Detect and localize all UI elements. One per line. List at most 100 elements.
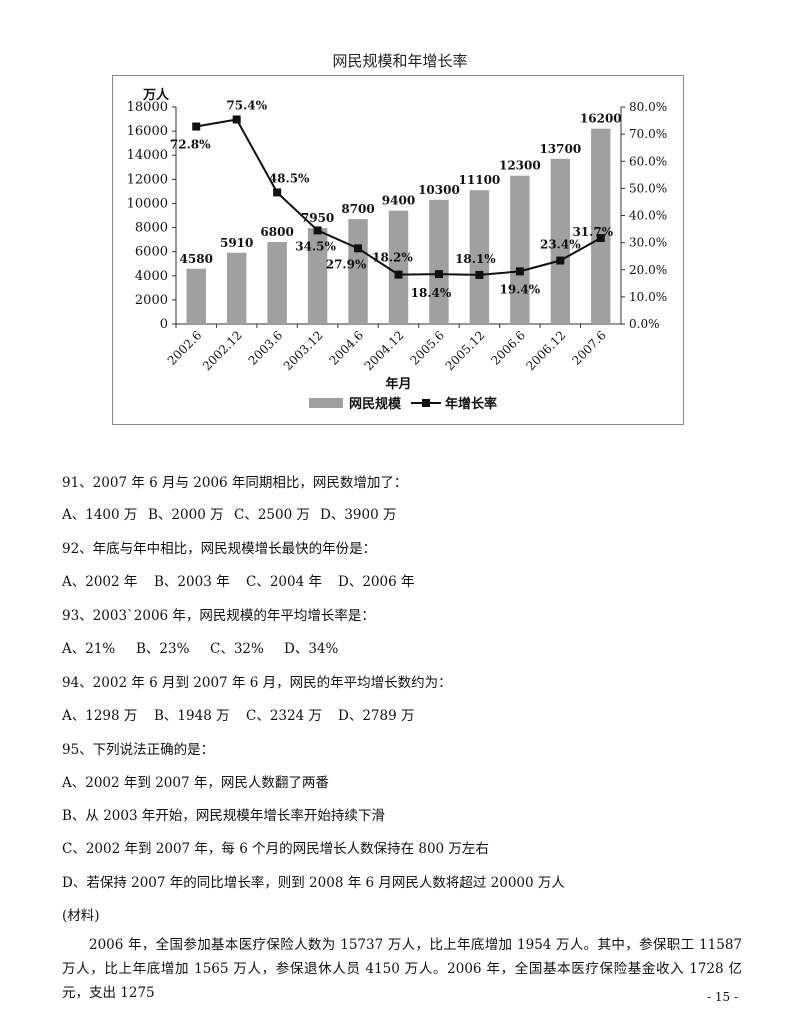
chart-frame: 0 2000 4000 6000 8000 10000 12000 14000 16000 180… [112,75,684,425]
x-tick-label: 2002.6 [165,328,205,368]
bar [591,128,611,324]
legend-label-bar: 网民规模 [349,396,402,412]
growth-rate-point [273,188,282,197]
growth-rate-point [394,270,403,279]
line-label: 75.4% [226,98,267,112]
legend-swatch-marker [422,399,430,407]
line-label: 72.8% [170,138,211,152]
option[interactable]: D、34% [284,641,339,657]
line-label: 19.4% [500,282,541,296]
option[interactable]: B、2000 万 [148,507,224,523]
growth-rate-point [434,270,443,279]
bar-label: 10300 [418,183,460,197]
question-92-options: A、2002 年 B、2003 年 C、2004 年 D、2006 年 [62,570,414,590]
y2-tick-label: 80.0% [629,100,667,114]
x-tick-label: 2007.6 [569,328,609,368]
y-tick-label: 6000 [135,245,168,260]
bar-label: 8700 [341,202,374,216]
y-tick-label: 8000 [135,221,168,236]
x-tick-label: 2003.6 [246,328,286,368]
x-tick-label: 2004.12 [362,328,407,373]
bar [469,190,490,324]
line-label: 18.2% [372,251,413,265]
question-93: 93、2003`2006 年，网民规模的年平均增长率是： [62,608,375,624]
bar [429,199,449,324]
y-tick-label: 10000 [127,196,168,211]
bar [510,175,530,324]
bar [550,158,571,324]
legend-label-line: 年增长率 [445,396,497,412]
option[interactable]: C、2002 年到 2007 年，每 6 个月的网民增长人数保持在 800 万左… [62,841,489,857]
growth-rate-point [596,234,605,243]
question-91: 91、2007 年 6 月与 2006 年同期相比，网民数增加了： [62,475,408,491]
bar [348,219,368,324]
option[interactable]: B、1948 万 [154,708,230,724]
y2-tick-label: 40.0% [629,209,667,223]
y2-tick-label: 10.0% [629,290,667,304]
x-tick-label: 2006.12 [523,328,568,373]
option[interactable]: A、1298 万 [62,708,138,724]
x-tick-label: 2004.6 [327,328,367,368]
x-tick-label: 2003.12 [281,328,326,373]
option[interactable]: D、2789 万 [338,708,415,724]
bar-label: 11100 [459,173,501,187]
growth-rate-point [192,122,201,131]
line-label: 27.9% [326,257,367,271]
y-tick-label: 14000 [127,148,168,163]
option[interactable]: C、2500 万 [234,507,310,523]
line-label: 48.5% [269,171,310,185]
line-label: 23.4% [540,238,581,252]
question-94-options: A、1298 万 B、1948 万 C、2324 万 D、2789 万 [62,704,414,724]
option[interactable]: D、若保持 2007 年的同比增长率，则到 2008 年 6 月网民人数将超过 … [62,875,565,891]
bar [267,242,287,324]
chart-svg: 0 2000 4000 6000 8000 10000 12000 14000 16000 180… [127,87,667,412]
y-tick-label: 18000 [127,100,168,115]
question-94: 94、2002 年 6 月到 2007 年 6 月，网民的年平均增长数约为： [62,675,452,691]
y-axis-label: 万人 [142,87,170,103]
option[interactable]: A、1400 万 [62,507,138,523]
growth-rate-point [556,256,565,265]
question-93-options: A、21% B、23% C、32% D、34% [62,637,338,657]
line-label: 18.1% [455,252,496,266]
growth-rate-point [475,270,484,279]
bar [388,210,409,324]
y-tick-label: 4000 [135,269,168,284]
line-label: 34.5% [295,239,336,253]
material-label: (材料) [62,908,100,924]
y2-tick-label: 60.0% [629,154,667,168]
line-label: 18.4% [411,286,452,300]
option[interactable]: A、21% [62,641,116,657]
question-91-options: A、1400 万 B、2000 万 C、2500 万 D、3900 万 [62,503,396,523]
y2-tick-label: 30.0% [629,236,667,250]
bar-label: 9400 [382,194,415,208]
option[interactable]: B、从 2003 年开始，网民规模年增长率开始持续下滑 [62,808,385,824]
option[interactable]: B、2003 年 [154,574,230,590]
y2-tick-label: 0.0% [629,317,660,331]
material-paragraph: 2006 年，全国参加基本医疗保险人数为 15737 万人，比上年底增加 195… [62,937,742,1001]
chart-title: 网民规模和年增长率 [332,52,468,70]
bar [307,228,328,324]
y-tick-label: 12000 [127,172,168,187]
x-tick-label: 2002.12 [200,328,245,373]
legend-swatch-bar [309,398,343,408]
bar-label: 12300 [499,159,541,173]
option[interactable]: A、2002 年 [62,574,138,590]
y2-tick-label: 70.0% [629,127,667,141]
growth-rate-point [232,115,241,124]
growth-rate-point [313,226,322,235]
option[interactable]: D、2006 年 [338,574,415,590]
bar-label: 6800 [260,225,293,239]
option[interactable]: D、3900 万 [320,507,397,523]
option[interactable]: C、2004 年 [246,574,322,590]
bar [226,252,247,324]
option[interactable]: A、2002 年到 2007 年，网民人数翻了两番 [62,775,329,791]
y-tick-label: 16000 [127,124,168,139]
bar-label: 4580 [180,252,213,266]
y-tick-label: 2000 [135,293,168,308]
bar-label: 13700 [539,142,581,156]
option[interactable]: B、23% [136,641,190,657]
x-axis-label: 年月 [385,376,411,392]
y2-tick-label: 20.0% [629,263,667,277]
option[interactable]: C、2324 万 [246,708,322,724]
option[interactable]: C、32% [210,641,264,657]
